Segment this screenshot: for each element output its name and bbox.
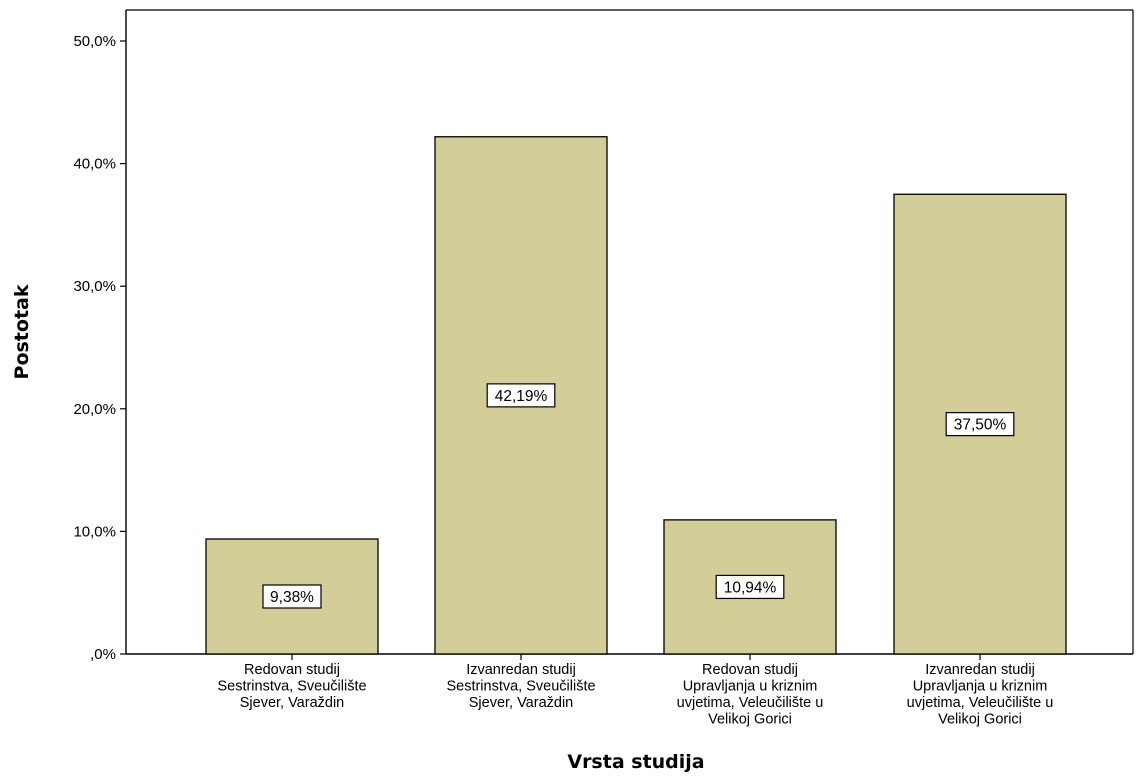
data-label: 37,50% [954, 417, 1007, 434]
y-tick-label: 50,0% [73, 33, 116, 50]
y-axis: ,0% 10,0% 20,0% 30,0% 40,0% 50,0% [73, 33, 126, 663]
bars: 9,38% 42,19% 10,94% 37,50% [205, 136, 1067, 655]
x-tick-label: Redovan studij Sestrinstva, Sveučilište Sj… [217, 662, 366, 711]
data-label: 9,38% [270, 589, 314, 606]
data-label: 10,94% [724, 579, 777, 596]
data-label: 42,19% [495, 388, 548, 405]
x-tick-label: Izvanredan studij Sestrinstva, Sveučilišt… [446, 662, 595, 711]
data-label-box [262, 584, 322, 609]
x-axis: Redovan studij Sestrinstva, Sveučilište Sj… [217, 654, 1053, 728]
y-tick-label: 10,0% [73, 523, 116, 540]
y-tick-label: 40,0% [73, 156, 116, 173]
data-label-box [486, 383, 556, 408]
data-label-box [715, 574, 785, 600]
x-axis-title: Vrsta studija [567, 751, 704, 773]
data-label-box [945, 412, 1015, 437]
y-tick-label: 30,0% [73, 278, 116, 295]
x-tick-label: Redovan studij Upravljanja u kriznim uvjet… [677, 662, 824, 728]
y-tick-label: 20,0% [73, 401, 116, 418]
y-axis-title: Postotak [11, 284, 33, 379]
y-tick-label: ,0% [90, 646, 116, 663]
x-tick-label: Izvanredan studij Upravljanja u kriznim uv… [907, 662, 1054, 728]
